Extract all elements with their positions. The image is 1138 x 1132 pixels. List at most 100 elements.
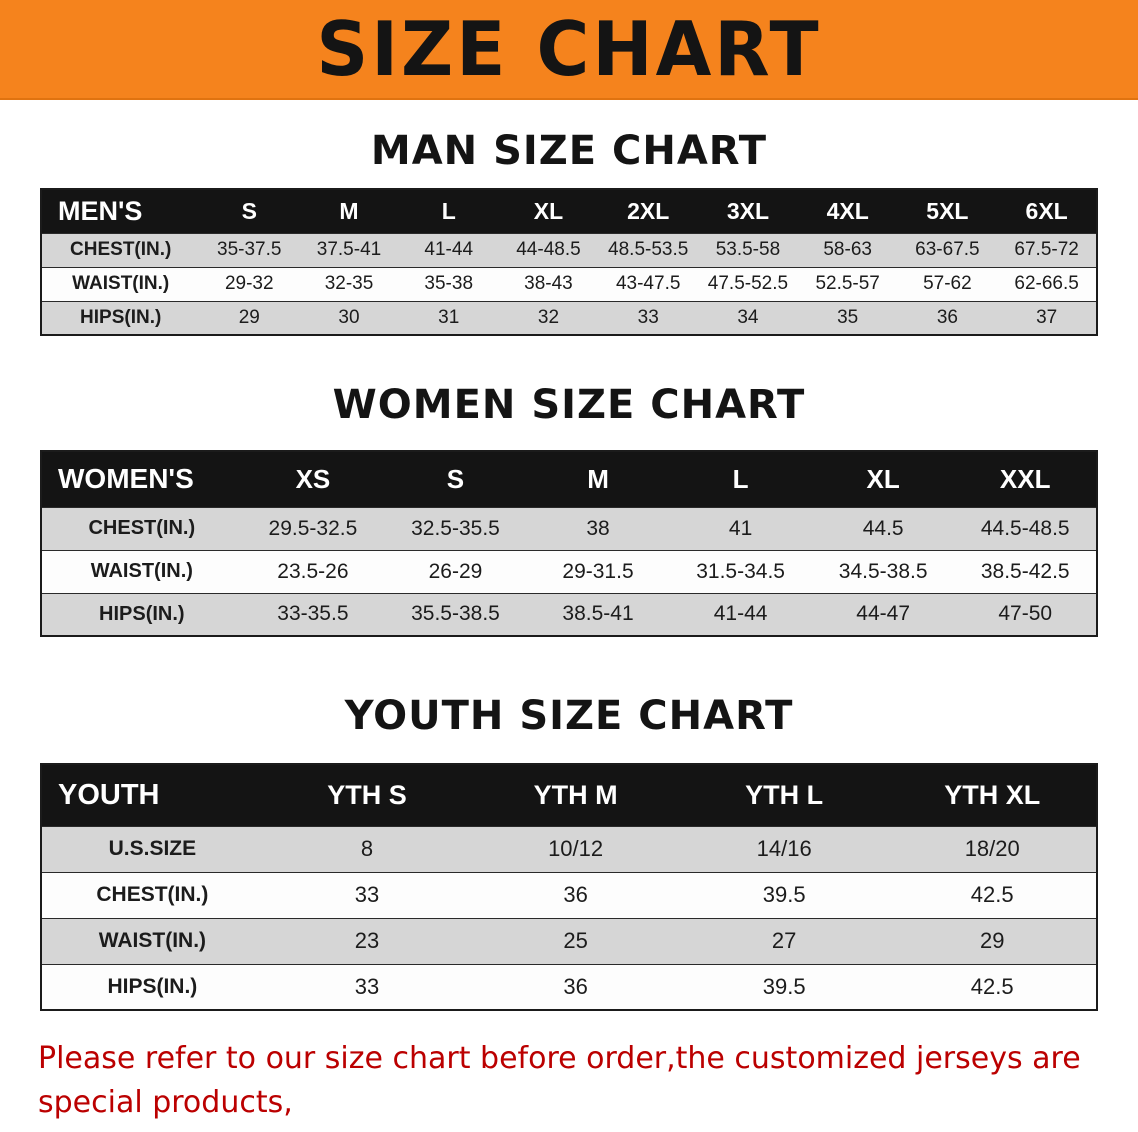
row-label-cell: HIPS(IN.) xyxy=(41,300,200,335)
size-value-cell: 31.5-34.5 xyxy=(669,549,812,593)
youth-size-section: YOUTH SIZE CHART YOUTH YTH S YTH M YTH L YTH… xyxy=(0,693,1138,1011)
disclaimer: Please refer to our size chart before or… xyxy=(38,1037,1100,1132)
size-value-cell: 26-29 xyxy=(384,549,527,593)
size-value-cell: 63-67.5 xyxy=(897,232,998,267)
size-column-header: 6XL xyxy=(997,189,1097,233)
size-column-header: XL xyxy=(811,451,955,507)
size-value-cell: 38 xyxy=(526,506,670,550)
size-column-header: 5XL xyxy=(897,189,998,233)
men-section-heading: MAN SIZE CHART xyxy=(370,128,768,174)
table-header-row: YOUTH YTH S YTH M YTH L YTH XL xyxy=(41,764,1097,826)
size-value-cell: 58-63 xyxy=(797,232,898,267)
table-row: WAIST(IN.) 23.5-26 26-29 29-31.5 31.5-34.5 34… xyxy=(41,549,1097,593)
size-value-cell: 18/20 xyxy=(888,825,1097,872)
size-value-cell: 36 xyxy=(471,963,680,1010)
row-label-cell: WAIST(IN.) xyxy=(41,917,263,964)
row-label-cell: CHEST(IN.) xyxy=(41,871,263,918)
size-value-cell: 35.5-38.5 xyxy=(384,592,527,636)
size-value-cell: 23.5-26 xyxy=(241,549,385,593)
size-value-cell: 30 xyxy=(299,300,399,335)
table-row: HIPS(IN.) 33 36 39.5 42.5 xyxy=(41,963,1097,1010)
size-value-cell: 25 xyxy=(471,917,680,964)
size-value-cell: 34 xyxy=(698,300,798,335)
table-header-row: WOMEN'S XS S M L XL XXL xyxy=(41,451,1097,507)
men-size-section: MAN SIZE CHART MEN'S S M L XL 2XL 3XL 4XL 5XL 6XL… xyxy=(0,128,1138,336)
size-value-cell: 33-35.5 xyxy=(241,592,385,636)
size-value-cell: 23 xyxy=(262,917,472,964)
size-value-cell: 27 xyxy=(679,917,889,964)
table-row: CHEST(IN.) 29.5-32.5 32.5-35.5 38 41 44.5 44.5… xyxy=(41,506,1097,550)
size-value-cell: 29-32 xyxy=(199,266,300,301)
size-column-header: M xyxy=(299,189,399,233)
size-value-cell: 47-50 xyxy=(954,592,1097,636)
size-value-cell: 35-37.5 xyxy=(199,232,300,267)
table-row: CHEST(IN.) 33 36 39.5 42.5 xyxy=(41,871,1097,918)
size-value-cell: 62-66.5 xyxy=(997,266,1097,301)
table-title-cell: WOMEN'S xyxy=(41,451,242,507)
size-column-header: S xyxy=(384,451,527,507)
disclaimer-line-1: Please refer to our size chart before or… xyxy=(38,1041,1081,1120)
size-value-cell: 41-44 xyxy=(398,232,499,267)
size-column-header: YTH L xyxy=(679,764,889,826)
youth-section-heading: YOUTH SIZE CHART xyxy=(344,693,794,739)
size-value-cell: 41 xyxy=(669,506,812,550)
youth-size-table: YOUTH YTH S YTH M YTH L YTH XL U.S.SIZE 8 10/12… xyxy=(40,763,1098,1011)
table-header-row: MEN'S S M L XL 2XL 3XL 4XL 5XL 6XL xyxy=(41,189,1097,233)
size-value-cell: 35-38 xyxy=(398,266,499,301)
size-value-cell: 29 xyxy=(199,300,300,335)
men-size-table: MEN'S S M L XL 2XL 3XL 4XL 5XL 6XL CHEST(IN.) 35-37… xyxy=(40,188,1098,336)
size-value-cell: 14/16 xyxy=(679,825,889,872)
row-label-cell: HIPS(IN.) xyxy=(41,592,242,636)
size-value-cell: 52.5-57 xyxy=(797,266,898,301)
row-label-cell: WAIST(IN.) xyxy=(41,266,200,301)
women-section-heading: WOMEN SIZE CHART xyxy=(332,382,806,428)
size-value-cell: 33 xyxy=(262,963,472,1010)
table-row: HIPS(IN.) 29 30 31 32 33 34 35 36 37 xyxy=(41,300,1097,335)
size-column-header: YTH S xyxy=(262,764,472,826)
size-value-cell: 32-35 xyxy=(299,266,399,301)
table-row: WAIST(IN.) 23 25 27 29 xyxy=(41,917,1097,964)
size-value-cell: 67.5-72 xyxy=(997,232,1097,267)
size-value-cell: 36 xyxy=(471,871,680,918)
size-column-header: XL xyxy=(498,189,599,233)
size-column-header: L xyxy=(398,189,499,233)
size-value-cell: 37 xyxy=(997,300,1097,335)
size-value-cell: 42.5 xyxy=(888,963,1097,1010)
row-label-cell: HIPS(IN.) xyxy=(41,963,263,1010)
table-row: U.S.SIZE 8 10/12 14/16 18/20 xyxy=(41,825,1097,872)
size-value-cell: 41-44 xyxy=(669,592,812,636)
size-value-cell: 44.5 xyxy=(811,506,955,550)
size-column-header: 3XL xyxy=(698,189,798,233)
size-value-cell: 38.5-42.5 xyxy=(954,549,1097,593)
women-size-table: WOMEN'S XS S M L XL XXL CHEST(IN.) 29.5-32.5 32.5… xyxy=(40,450,1098,637)
size-value-cell: 10/12 xyxy=(471,825,680,872)
size-column-header: L xyxy=(669,451,812,507)
size-column-header: XS xyxy=(241,451,385,507)
size-value-cell: 44.5-48.5 xyxy=(954,506,1097,550)
row-label-cell: U.S.SIZE xyxy=(41,825,263,872)
size-value-cell: 57-62 xyxy=(897,266,998,301)
size-column-header: XXL xyxy=(954,451,1097,507)
size-value-cell: 44-47 xyxy=(811,592,955,636)
size-value-cell: 32 xyxy=(498,300,599,335)
size-value-cell: 47.5-52.5 xyxy=(698,266,798,301)
table-title-cell: YOUTH xyxy=(41,764,263,826)
disclaimer-line-2: we don't accept cancel, change, teturn o… xyxy=(38,1124,1100,1132)
size-value-cell: 33 xyxy=(598,300,699,335)
size-value-cell: 48.5-53.5 xyxy=(598,232,699,267)
table-row: CHEST(IN.) 35-37.5 37.5-41 41-44 44-48.5 48.5… xyxy=(41,232,1097,267)
size-value-cell: 38-43 xyxy=(498,266,599,301)
size-value-cell: 33 xyxy=(262,871,472,918)
table-row: HIPS(IN.) 33-35.5 35.5-38.5 38.5-41 41-44 44-… xyxy=(41,592,1097,636)
size-value-cell: 32.5-35.5 xyxy=(384,506,527,550)
size-value-cell: 42.5 xyxy=(888,871,1097,918)
size-column-header: 2XL xyxy=(598,189,699,233)
row-label-cell: CHEST(IN.) xyxy=(41,232,200,267)
size-column-header: S xyxy=(199,189,300,233)
size-value-cell: 37.5-41 xyxy=(299,232,399,267)
size-value-cell: 39.5 xyxy=(679,963,889,1010)
table-title-cell: MEN'S xyxy=(41,189,200,233)
size-value-cell: 34.5-38.5 xyxy=(811,549,955,593)
table-row: WAIST(IN.) 29-32 32-35 35-38 38-43 43-47.5 47.… xyxy=(41,266,1097,301)
size-value-cell: 29.5-32.5 xyxy=(241,506,385,550)
